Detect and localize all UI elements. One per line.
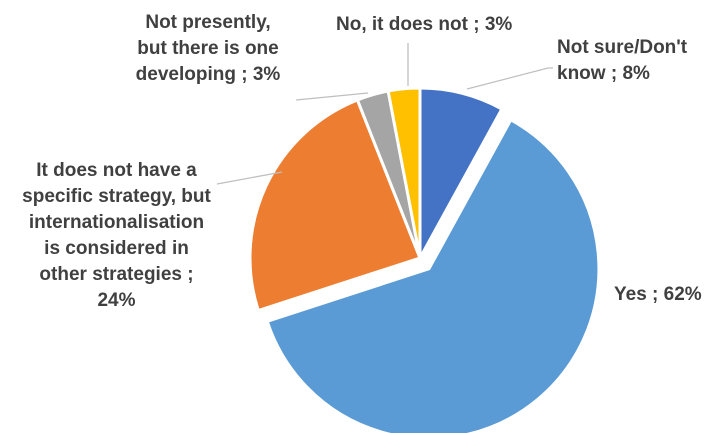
label-other-line-1: It does not have a (36, 160, 197, 181)
label-not-sure-line-2: know ; 8% (557, 63, 650, 84)
label-other-line-3: internationalisation (28, 212, 205, 233)
pie-slices (248, 86, 601, 433)
pie-slice-no (386, 86, 422, 259)
label-other-strategies: It does not have a specific strategy, bu… (5, 158, 228, 314)
label-developing-line-3: developing ; 3% (135, 64, 281, 85)
label-other-line-5: other strategies ; (39, 264, 194, 285)
leader-not-sure (466, 67, 553, 90)
label-not-sure: Not sure/Don't know ; 8% (557, 35, 687, 87)
pie-slice-yes (265, 117, 601, 433)
label-not-sure-line-1: Not sure/Don't (557, 37, 688, 58)
label-other-line-6: 24% (97, 290, 136, 311)
label-developing: Not presently, but there is one developi… (118, 10, 298, 88)
leader-lines (216, 43, 553, 185)
label-developing-line-2: but there is one (137, 38, 279, 59)
label-developing-line-1: Not presently, (145, 12, 271, 33)
leader-developing (295, 92, 369, 101)
label-yes: Yes ; 62% (614, 282, 702, 308)
label-no-line-1: No, it does not ; 3% (336, 14, 513, 35)
label-other-line-4: is considered in (44, 238, 189, 259)
label-no: No, it does not ; 3% (336, 12, 512, 38)
label-other-line-2: specific strategy, but (22, 186, 211, 207)
label-yes-line-1: Yes ; 62% (614, 284, 702, 305)
leader-other-strategies (216, 171, 283, 185)
